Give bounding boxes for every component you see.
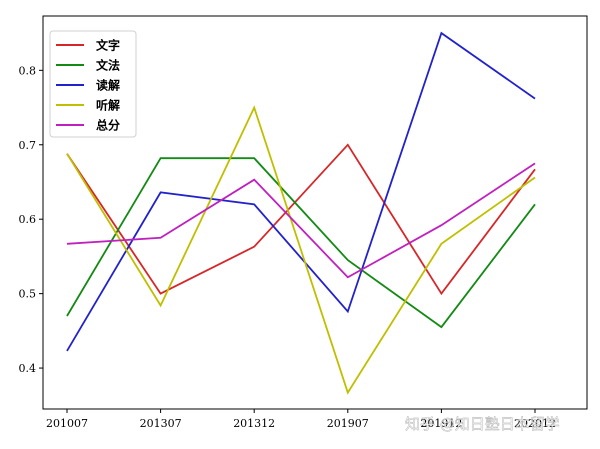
legend-label: 听解 [96,98,120,113]
legend-label: 总分 [96,118,120,133]
x-tick-label: 201007 [46,417,88,430]
legend-box [49,30,137,138]
y-tick-label: 0.8 [19,64,37,77]
watermark: 知乎 @知日塾日本留学 [405,415,560,433]
series-line [66,105,536,395]
y-tick-label: 0.4 [19,362,37,375]
legend-label: 文字 [96,38,120,53]
x-axis: 201007 201307 201312 201907 201912 202012 [46,409,556,430]
x-tick-label: 201312 [233,417,275,430]
series-lines [66,31,536,395]
y-tick-label: 0.6 [19,213,37,226]
series-line [66,157,536,329]
series-line [66,143,536,296]
y-tick-label: 0.5 [19,288,37,301]
x-tick-label: 201907 [327,417,369,430]
legend-label: 文法 [96,58,120,73]
x-tick-label: 202012 [514,417,556,430]
y-axis: 0.4 0.5 0.6 0.7 0.8 [19,64,43,375]
x-tick-label: 201912 [420,417,462,430]
legend-label: 读解 [96,78,120,93]
series-line [66,31,536,352]
x-tick-label: 201307 [140,417,182,430]
y-tick-label: 0.7 [19,139,37,152]
series-line [66,162,536,279]
